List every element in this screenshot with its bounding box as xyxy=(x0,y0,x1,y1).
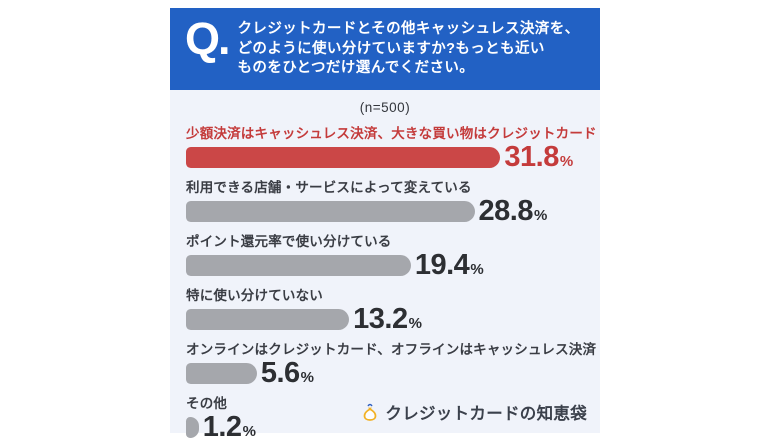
pouch-icon xyxy=(360,402,380,422)
bar xyxy=(186,147,501,168)
bar-value-number: 1.2 xyxy=(202,411,242,443)
bar-track: 28.8% xyxy=(186,197,584,226)
bar-value-unit: % xyxy=(470,261,484,278)
bar-track: 13.2% xyxy=(186,305,584,334)
bar xyxy=(186,417,199,438)
bar-value-number: 19.4 xyxy=(414,249,470,281)
bar-label: その他 xyxy=(186,396,228,411)
bar-label: 少額決済はキャッシュレス決済、大きな買い物はクレジットカード xyxy=(186,126,597,141)
bar xyxy=(186,309,350,330)
bar xyxy=(186,363,257,384)
bar-value-number: 5.6 xyxy=(260,357,300,389)
question-text: クレジットカードとその他キャッシュレス決済を、 どのように使い分けていますか?も… xyxy=(238,18,580,79)
bar-label: 利用できる店舗・サービスによって変えている xyxy=(186,180,472,195)
bar-value-number: 13.2 xyxy=(353,303,408,335)
bar-value-unit: % xyxy=(408,315,422,332)
bar-row: ポイント還元率で使い分けている 19.4% xyxy=(186,230,584,280)
question-header: Q. クレジットカードとその他キャッシュレス決済を、 どのように使い分けています… xyxy=(170,8,600,91)
chart-panel: (n=500) 少額決済はキャッシュレス決済、大きな買い物はクレジットカード 31… xyxy=(170,90,600,442)
bar-value: 5.6% xyxy=(261,359,314,388)
bar-track: 19.4% xyxy=(186,251,584,280)
bar-track: 5.6% xyxy=(186,359,584,388)
site-logo: クレジットカードの知恵袋 xyxy=(360,400,587,424)
bar-value: 31.8% xyxy=(504,143,573,172)
question-line-3: ものをひとつだけ選んでください。 xyxy=(237,60,475,76)
bar-label: 特に使い分けていない xyxy=(186,288,323,303)
bar-value-number: 31.8 xyxy=(504,141,559,173)
bar-track: 31.8% xyxy=(186,143,584,172)
bar-value: 19.4% xyxy=(415,251,484,280)
bar-value-number: 28.8 xyxy=(478,195,534,227)
bar-value-unit: % xyxy=(559,153,574,170)
question-line-2: どのように使い分けていますか?もっとも近い xyxy=(237,40,545,57)
bar xyxy=(186,255,411,276)
bar-value: 1.2% xyxy=(203,413,256,442)
bar-label: オンラインはクレジットカード、オフラインはキャッシュレス決済 xyxy=(186,342,597,357)
bar-row: 少額決済はキャッシュレス決済、大きな買い物はクレジットカード 31.8% xyxy=(186,122,597,172)
sample-size-label: (n=500) xyxy=(359,100,411,115)
bar-value: 13.2% xyxy=(353,305,422,334)
bar-value-unit: % xyxy=(242,423,256,440)
survey-card: Q. クレジットカードとその他キャッシュレス決済を、 どのように使い分けています… xyxy=(170,0,600,442)
bar-row: 利用できる店舗・サービスによって変えている 28.8% xyxy=(186,176,584,226)
bar xyxy=(186,201,475,222)
question-line-1: クレジットカードとその他キャッシュレス決済を、 xyxy=(237,21,580,37)
bar-row: オンラインはクレジットカード、オフラインはキャッシュレス決済 5.6% xyxy=(186,338,597,388)
question-mark: Q. xyxy=(185,13,230,64)
bar-value-unit: % xyxy=(534,207,548,224)
bar-chart: 少額決済はキャッシュレス決済、大きな買い物はクレジットカード 31.8% 利用できる… xyxy=(186,122,597,442)
site-logo-text: クレジットカードの知恵袋 xyxy=(385,405,587,423)
bar-value-unit: % xyxy=(300,369,315,386)
bar-row: 特に使い分けていない 13.2% xyxy=(186,284,584,334)
bar-label: ポイント還元率で使い分けている xyxy=(186,234,392,249)
bar-value: 28.8% xyxy=(479,197,548,226)
